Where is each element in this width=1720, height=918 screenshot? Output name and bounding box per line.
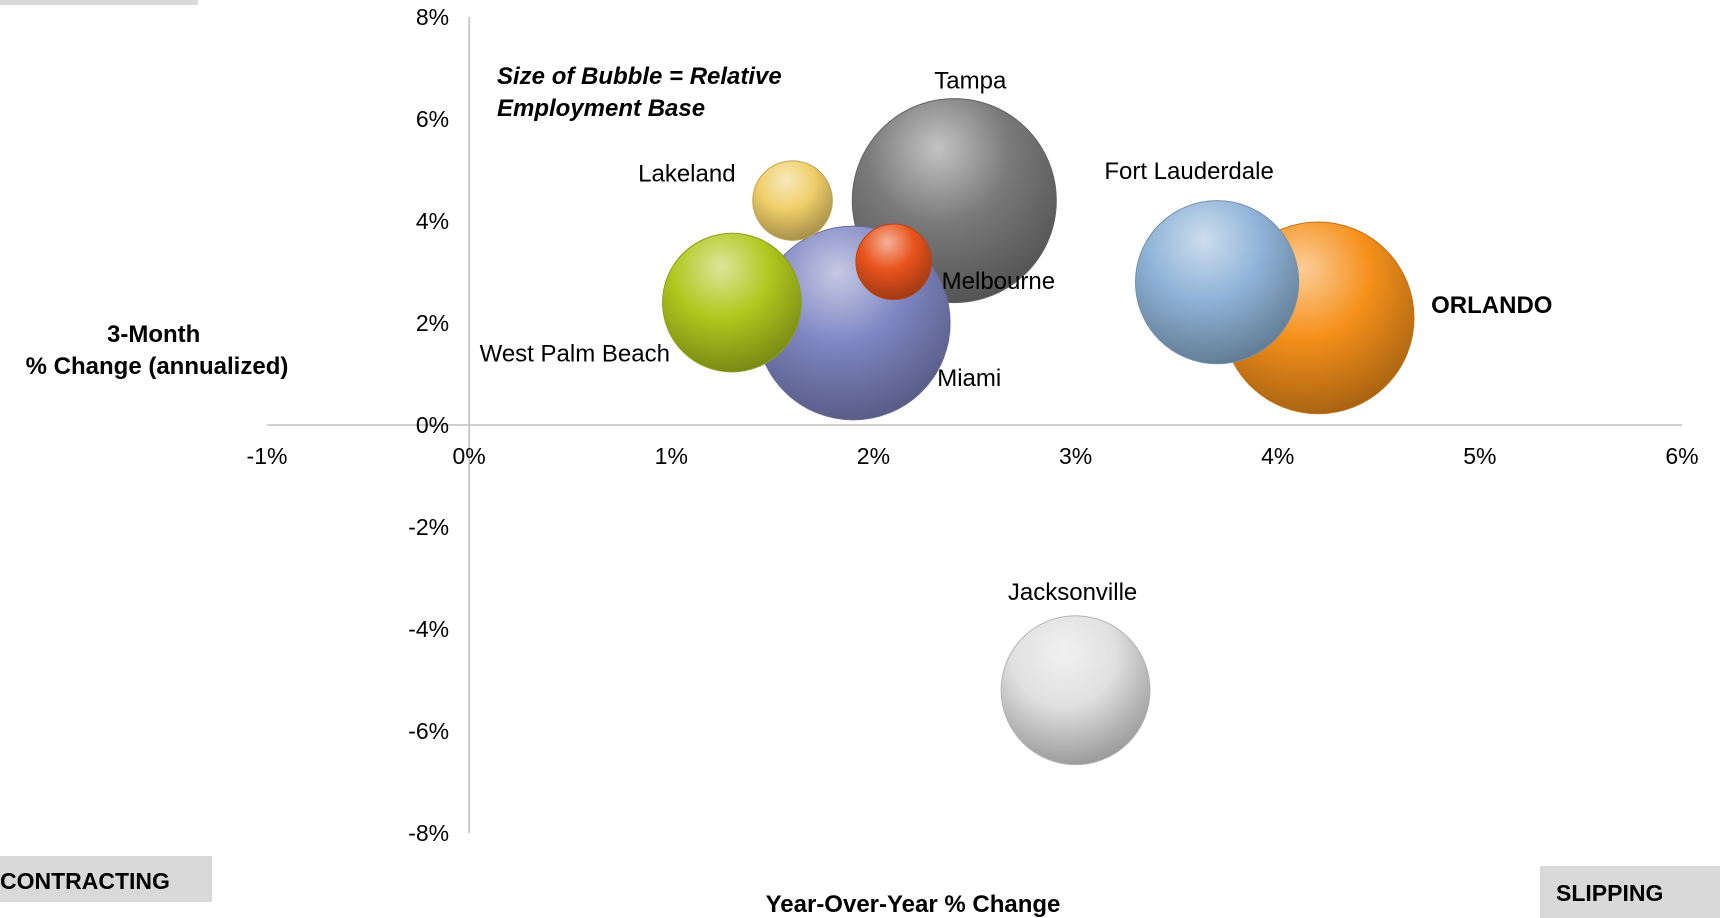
bubble-label-fort-lauderdale: Fort Lauderdale bbox=[1104, 158, 1273, 185]
bubble-size-note-line-1: Size of Bubble = Relative bbox=[497, 63, 782, 90]
bubble-label-lakeland: Lakeland bbox=[638, 161, 735, 188]
y-tick-label--4-: -4% bbox=[408, 616, 449, 642]
x-tick-label-5-: 5% bbox=[1463, 443, 1496, 469]
bubble-fort-lauderdale bbox=[1134, 200, 1300, 365]
x-tick-label-6-: 6% bbox=[1665, 443, 1698, 469]
bubble-melbourne bbox=[855, 223, 932, 301]
corner-label-top bbox=[0, 0, 198, 5]
x-tick-label-0-: 0% bbox=[453, 443, 486, 469]
bubble-label-miami: Miami bbox=[937, 365, 1001, 392]
x-tick-label-2-: 2% bbox=[857, 443, 890, 469]
y-axis-title-line-1: 3-Month bbox=[107, 321, 200, 348]
y-tick-label-6-: 6% bbox=[416, 106, 449, 132]
bubble-label-orlando: ORLANDO bbox=[1431, 292, 1552, 319]
y-axis-title-line-2: % Change (annualized) bbox=[26, 353, 289, 380]
bubble-jacksonville bbox=[1000, 615, 1151, 766]
y-tick-label-2-: 2% bbox=[416, 310, 449, 336]
x-tick-label--1-: -1% bbox=[247, 443, 288, 469]
x-tick-label-3-: 3% bbox=[1059, 443, 1092, 469]
bubble-label-west-palm-beach: West Palm Beach bbox=[480, 341, 670, 368]
x-tick-label-1-: 1% bbox=[655, 443, 688, 469]
corner-label-slipping: SLIPPING bbox=[1540, 866, 1720, 918]
bubble-label-melbourne: Melbourne bbox=[942, 268, 1055, 295]
bubble-label-jacksonville: Jacksonville bbox=[1008, 579, 1137, 606]
bubble-label-tampa: Tampa bbox=[934, 68, 1007, 95]
x-axis-title: Year-Over-Year % Change bbox=[766, 891, 1061, 918]
y-tick-labels: -8% -6% -4% -2% 0% 2% 4% 6% 8% bbox=[408, 4, 449, 846]
y-tick-label--8-: -8% bbox=[408, 820, 449, 846]
y-tick-label-0-: 0% bbox=[416, 412, 449, 438]
y-axis-title: 3-Month % Change (annualized) bbox=[26, 321, 289, 380]
bubble-labels: Tampa Miami ORLANDO Fort Lauderdale West Pal… bbox=[480, 68, 1553, 607]
corner-label-contracting: CONTRACTING bbox=[0, 856, 212, 902]
y-tick-label--6-: -6% bbox=[408, 718, 449, 744]
bubble-layer bbox=[662, 98, 1415, 766]
x-tick-label-4-: 4% bbox=[1261, 443, 1294, 469]
y-tick-label-4-: 4% bbox=[416, 208, 449, 234]
y-tick-label-8-: 8% bbox=[416, 4, 449, 30]
bubble-size-note: Size of Bubble = Relative Employment Bas… bbox=[497, 63, 788, 122]
x-tick-labels: -1% 0% 1% 2% 3% 4% 5% 6% bbox=[247, 443, 1699, 469]
bubble-size-note-line-2: Employment Base bbox=[497, 95, 705, 122]
bubble-lakeland bbox=[752, 160, 833, 241]
y-tick-label--2-: -2% bbox=[408, 514, 449, 540]
bubble-west-palm-beach bbox=[662, 232, 802, 373]
